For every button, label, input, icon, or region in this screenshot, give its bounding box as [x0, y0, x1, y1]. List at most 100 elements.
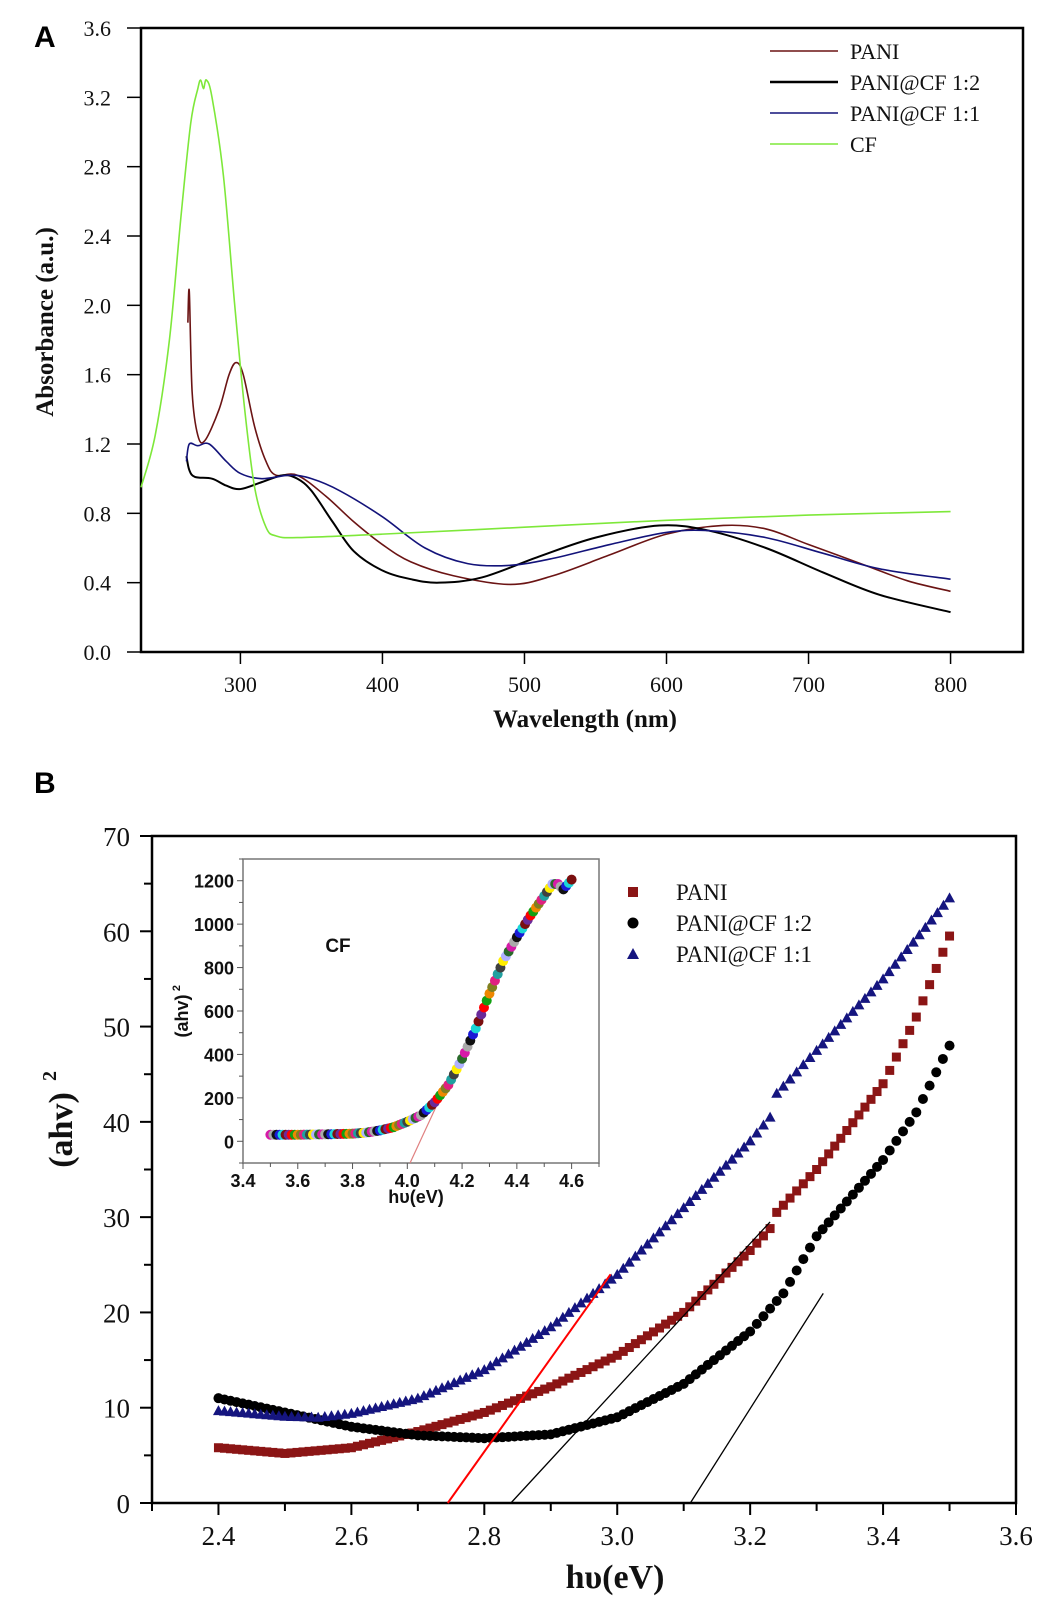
panel-b-marker-pani-cf-1-1	[907, 936, 919, 947]
panel-b-marker-pani-cf-1-2	[891, 1135, 902, 1146]
panel-b-x-tick-label: 2.8	[467, 1521, 501, 1551]
panel-b-marker-pani-cf-1-1	[708, 1171, 720, 1182]
panel-b-marker-pani	[213, 1443, 223, 1453]
inset-y-axis-title: (ahv) 2	[171, 985, 192, 1038]
inset-x-tick-label: 3.4	[230, 1171, 255, 1191]
panel-b-y-axis-title-sup: 2	[39, 1071, 61, 1081]
panel-b-marker-pani-cf-1-1	[557, 1311, 569, 1322]
panel-b-marker-pani-cf-1-1	[454, 1374, 466, 1385]
panel-b-marker-pani	[667, 1315, 677, 1325]
panel-b-marker-pani	[830, 1141, 840, 1151]
panel-b-marker-pani	[836, 1133, 846, 1143]
panel-a-legend-label: PANI	[850, 39, 899, 64]
panel-b-legend-label: PANI	[676, 880, 728, 905]
panel-b-marker-pani	[612, 1350, 622, 1360]
panel-b-marker-pani	[220, 1443, 230, 1453]
panel-b-marker-pani-cf-1-1	[925, 914, 937, 925]
panel-b-marker-pani	[570, 1370, 580, 1380]
panel-b-marker-pani-cf-1-1	[829, 1025, 841, 1036]
panel-b-marker-pani	[854, 1110, 864, 1120]
panel-a-y-tick-label: 2.8	[84, 155, 112, 180]
panel-b-marker-pani-cf-1-2	[751, 1318, 762, 1329]
panel-b-marker-pani-cf-1-2	[917, 1093, 928, 1104]
panel-b-marker-pani	[546, 1382, 556, 1392]
panel-b-marker-pani	[792, 1186, 802, 1196]
panel-b-marker-pani-cf-1-2	[878, 1154, 889, 1165]
inset-chart: 3.4 3.6 3.8 4.0 4.2 4.4 4.6 0 200 400 600 800 1000 12…	[194, 858, 600, 1191]
panel-b-marker-pani	[818, 1157, 828, 1167]
panel-b-fit-line	[689, 1293, 824, 1504]
panel-b-marker-pani	[238, 1445, 248, 1455]
panel-b-marker-pani-cf-1-1	[412, 1392, 424, 1403]
panel-b-marker-pani	[328, 1444, 338, 1454]
panel-b-marker-pani-cf-1-1	[757, 1119, 769, 1130]
panel-b-legend-marker	[627, 948, 639, 959]
panel-b-marker-pani-cf-1-1	[430, 1384, 442, 1395]
panel-b-marker-pani-cf-1-1	[871, 979, 883, 990]
panel-b-marker-pani	[709, 1279, 719, 1289]
panel-b-marker-pani	[911, 1012, 921, 1022]
panel-b-fit-line	[446, 1273, 612, 1504]
panel-b-marker-pani-cf-1-2	[811, 1231, 822, 1242]
panel-b-marker-pani-cf-1-1	[738, 1141, 750, 1152]
panel-b-marker-pani-cf-1-1	[575, 1297, 587, 1308]
panel-a-y-tick-label: 3.6	[84, 16, 112, 41]
panel-b-marker-pani	[872, 1087, 882, 1097]
panel-b-marker-pani	[274, 1448, 284, 1458]
panel-b-marker-pani	[262, 1447, 272, 1457]
panel-b-marker-pani	[552, 1379, 562, 1389]
panel-a-chart: 300 400 500 600 700 800 0.0 0.4 0.8 1.2 1.6 2.0 2.4 2…	[84, 16, 1025, 697]
panel-b-marker-pani-cf-1-1	[678, 1202, 690, 1213]
panel-b-marker-pani-cf-1-1	[823, 1031, 835, 1042]
panel-b-marker-pani	[606, 1353, 616, 1363]
panel-b-marker-pani	[860, 1102, 870, 1112]
inset-y-tick-label: 400	[204, 1045, 234, 1065]
panel-b-marker-pani	[522, 1391, 532, 1401]
inset-y-tick-label: 1200	[194, 872, 234, 892]
panel-b-x-tick-label: 3.2	[733, 1521, 767, 1551]
panel-b-marker-pani-cf-1-1	[901, 943, 913, 954]
panel-b-marker-pani	[268, 1447, 278, 1457]
panel-a-y-tick-label: 2.0	[84, 293, 112, 318]
panel-b-marker-pani	[721, 1268, 731, 1278]
panel-b-marker-pani	[727, 1262, 737, 1272]
panel-b-marker-pani-cf-1-2	[884, 1145, 895, 1156]
panel-b-marker-pani	[232, 1444, 242, 1454]
panel-b-marker-pani-cf-1-2	[924, 1080, 935, 1091]
panel-b-marker-pani	[885, 1065, 895, 1075]
panel-b-marker-pani	[443, 1418, 453, 1428]
panel-b-y-tick-label: 0	[117, 1489, 131, 1519]
panel-a-y-tick-label: 0.0	[84, 640, 112, 665]
panel-b-x-tick-label: 2.4	[202, 1521, 236, 1551]
panel-b-y-tick-label: 60	[103, 917, 130, 947]
panel-b-marker-pani-cf-1-1	[841, 1012, 853, 1023]
panel-b-marker-pani-cf-1-1	[442, 1379, 454, 1390]
panel-b-marker-pani-cf-1-2	[872, 1161, 883, 1172]
panel-b-marker-pani-cf-1-1	[539, 1325, 551, 1336]
panel-b-marker-pani	[938, 947, 948, 957]
panel-b-marker-pani-cf-1-1	[931, 907, 943, 918]
panel-b-marker-pani	[824, 1149, 834, 1159]
panel-b-marker-pani	[931, 963, 941, 973]
panel-b-marker-pani-cf-1-1	[919, 921, 931, 932]
panel-a-y-tick-label: 0.8	[84, 501, 112, 526]
panel-b-marker-pani	[891, 1052, 901, 1062]
panel-b-x-tick-label: 3.0	[600, 1521, 634, 1551]
panel-b-marker-pani	[473, 1409, 483, 1419]
panel-b-marker-pani-cf-1-1	[804, 1052, 816, 1063]
inset-y-tick-label: 600	[204, 1002, 234, 1022]
panel-b-legend-label: PANI@CF 1:1	[676, 942, 812, 967]
panel-b-marker-pani	[661, 1319, 671, 1329]
panel-b-marker-pani-cf-1-1	[521, 1336, 533, 1347]
panel-b-marker-pani-cf-1-2	[785, 1276, 796, 1287]
panel-b-marker-pani-cf-1-1	[509, 1344, 521, 1355]
panel-b-marker-pani	[528, 1389, 538, 1399]
panel-b-marker-pani-cf-1-2	[911, 1107, 922, 1118]
panel-b-marker-pani	[516, 1393, 526, 1403]
inset-y-axis-title-text: (ahv)	[172, 994, 192, 1037]
panel-b-marker-pani-cf-1-2	[859, 1175, 870, 1186]
panel-b-marker-pani-cf-1-2	[847, 1189, 858, 1200]
inset-x-tick-label: 4.2	[450, 1171, 475, 1191]
panel-b-x-tick-label: 2.6	[335, 1521, 369, 1551]
panel-b-marker-pani	[655, 1323, 665, 1333]
